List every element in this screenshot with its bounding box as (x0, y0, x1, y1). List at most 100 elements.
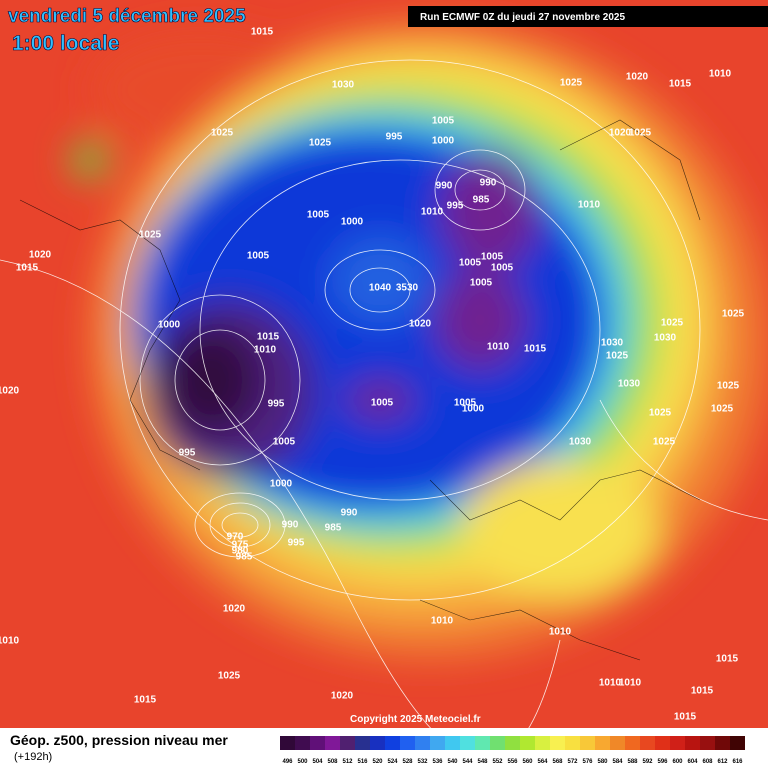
colorbar-label: 580 (597, 759, 608, 765)
isobar-label: 1005 (307, 210, 330, 221)
colorbar-swatch (280, 736, 295, 750)
isobar-label: 1020 (0, 386, 20, 397)
isobar-label: 1015 (716, 654, 739, 665)
isobar-label: 1000 (432, 136, 455, 147)
colorbar-label: 616 (732, 759, 743, 765)
colorbar-label: 596 (657, 759, 668, 765)
isobar-label: 995 (179, 448, 196, 459)
isobar-label: 1015 (669, 79, 692, 90)
colorbar-label: 524 (387, 759, 398, 765)
colorbar-swatch (295, 736, 310, 750)
colorbar-swatch (610, 736, 625, 750)
isobar-label: 1000 (270, 479, 293, 490)
colorbar-label: 496 (282, 759, 293, 765)
colorbar-swatch (355, 736, 370, 750)
isobar-label: 990 (282, 520, 299, 531)
isobar-label: 1005 (481, 252, 504, 263)
colorbar-label: 532 (417, 759, 428, 765)
run-bar (408, 6, 768, 27)
isobar-label: 1025 (661, 318, 684, 329)
field (0, 0, 768, 728)
isobar-label: 1020 (626, 72, 649, 83)
colorbar-swatch (445, 736, 460, 750)
isobar-label: 1015 (134, 695, 157, 706)
colorbar-label: 520 (372, 759, 383, 765)
isobar-label: 985 (236, 552, 253, 563)
copyright: Copyright 2025 Meteociel.fr (350, 714, 481, 725)
isobar-label: 1030 (654, 333, 677, 344)
isobar-label: 1010 (599, 678, 622, 689)
isobar-label: 1025 (218, 671, 241, 682)
isobar-label: 1010 (709, 69, 732, 80)
isobar-label: 995 (288, 538, 305, 549)
colorbar-swatch (715, 736, 730, 750)
colorbar-swatch (520, 736, 535, 750)
isobar-label: 1010 (578, 200, 601, 211)
isobar-label: 1010 (619, 678, 642, 689)
colorbar-label: 568 (552, 759, 563, 765)
colorbar-swatch (325, 736, 340, 750)
isobar-label: 1025 (653, 437, 676, 448)
colorbar-swatch (460, 736, 475, 750)
isobar-label: 1030 (332, 80, 355, 91)
isobar-label: 1030 (569, 437, 592, 448)
colorbar-swatch (310, 736, 325, 750)
isobar-label: 990 (480, 178, 497, 189)
isobar-label: 1010 (487, 342, 510, 353)
colorbar-label: 508 (327, 759, 338, 765)
colorbar-label: 588 (627, 759, 638, 765)
colorbar-label: 500 (297, 759, 308, 765)
isobar-label: 1025 (722, 309, 745, 320)
colorbar-label: 540 (447, 759, 458, 765)
isobar-label: 975 (232, 540, 249, 551)
isobar-label: 990 (436, 181, 453, 192)
isobar-label: 1000 (158, 320, 181, 331)
colorbar-label: 608 (702, 759, 713, 765)
isobar-label: 1015 (524, 344, 547, 355)
colorbar-swatch (505, 736, 520, 750)
colorbar-swatch (430, 736, 445, 750)
isobar-label: 990 (341, 508, 358, 519)
colorbar-swatch (655, 736, 670, 750)
colorbar-label: 604 (687, 759, 698, 765)
isobar-label: 1025 (711, 404, 734, 415)
isobar-label: 1010 (421, 207, 444, 218)
isobar-label: 1040 (369, 283, 392, 294)
isobar-label: 1005 (491, 263, 514, 274)
isobar-label: 985 (473, 195, 490, 206)
colorbar-swatch (490, 736, 505, 750)
colorbar-swatch (475, 736, 490, 750)
colorbar-swatch (580, 736, 595, 750)
isobar-label: 1025 (139, 230, 162, 241)
time: 1:00 locale (12, 32, 119, 55)
isobar-label: 1020 (409, 319, 432, 330)
colorbar-label: 504 (312, 759, 323, 765)
legend-lead: (+192h) (14, 751, 52, 763)
isobar-label: 1005 (454, 398, 477, 409)
colorbar-swatch (625, 736, 640, 750)
colorbar-swatch (565, 736, 580, 750)
isobar-label: 1025 (649, 408, 672, 419)
isobar-label: 1020 (331, 691, 354, 702)
isobar-label: 985 (325, 523, 342, 534)
isobar-label: 1005 (371, 398, 394, 409)
isobar-label: 1015 (251, 27, 274, 38)
isobar-label: 1025 (629, 128, 652, 139)
isobar-label: 995 (268, 399, 285, 410)
isobar-label: 1010 (431, 616, 454, 627)
colorbar-swatch (595, 736, 610, 750)
colorbar-label: 612 (717, 759, 728, 765)
colorbar-swatch (685, 736, 700, 750)
colorbar-swatch (700, 736, 715, 750)
isobar-label: 980 (232, 546, 249, 557)
colorbar-swatch (730, 736, 745, 750)
isobar-label: 970 (227, 532, 244, 543)
colorbar-swatch (340, 736, 355, 750)
isobar-label: 1010 (254, 345, 277, 356)
coastlines (19, 119, 701, 661)
colorbar-label: 512 (342, 759, 353, 765)
isobar-label: 1020 (29, 250, 52, 261)
isobar-label: 1030 (601, 338, 624, 349)
isobar-label: 1010 (549, 627, 572, 638)
isobar-label: 1020 (609, 128, 632, 139)
